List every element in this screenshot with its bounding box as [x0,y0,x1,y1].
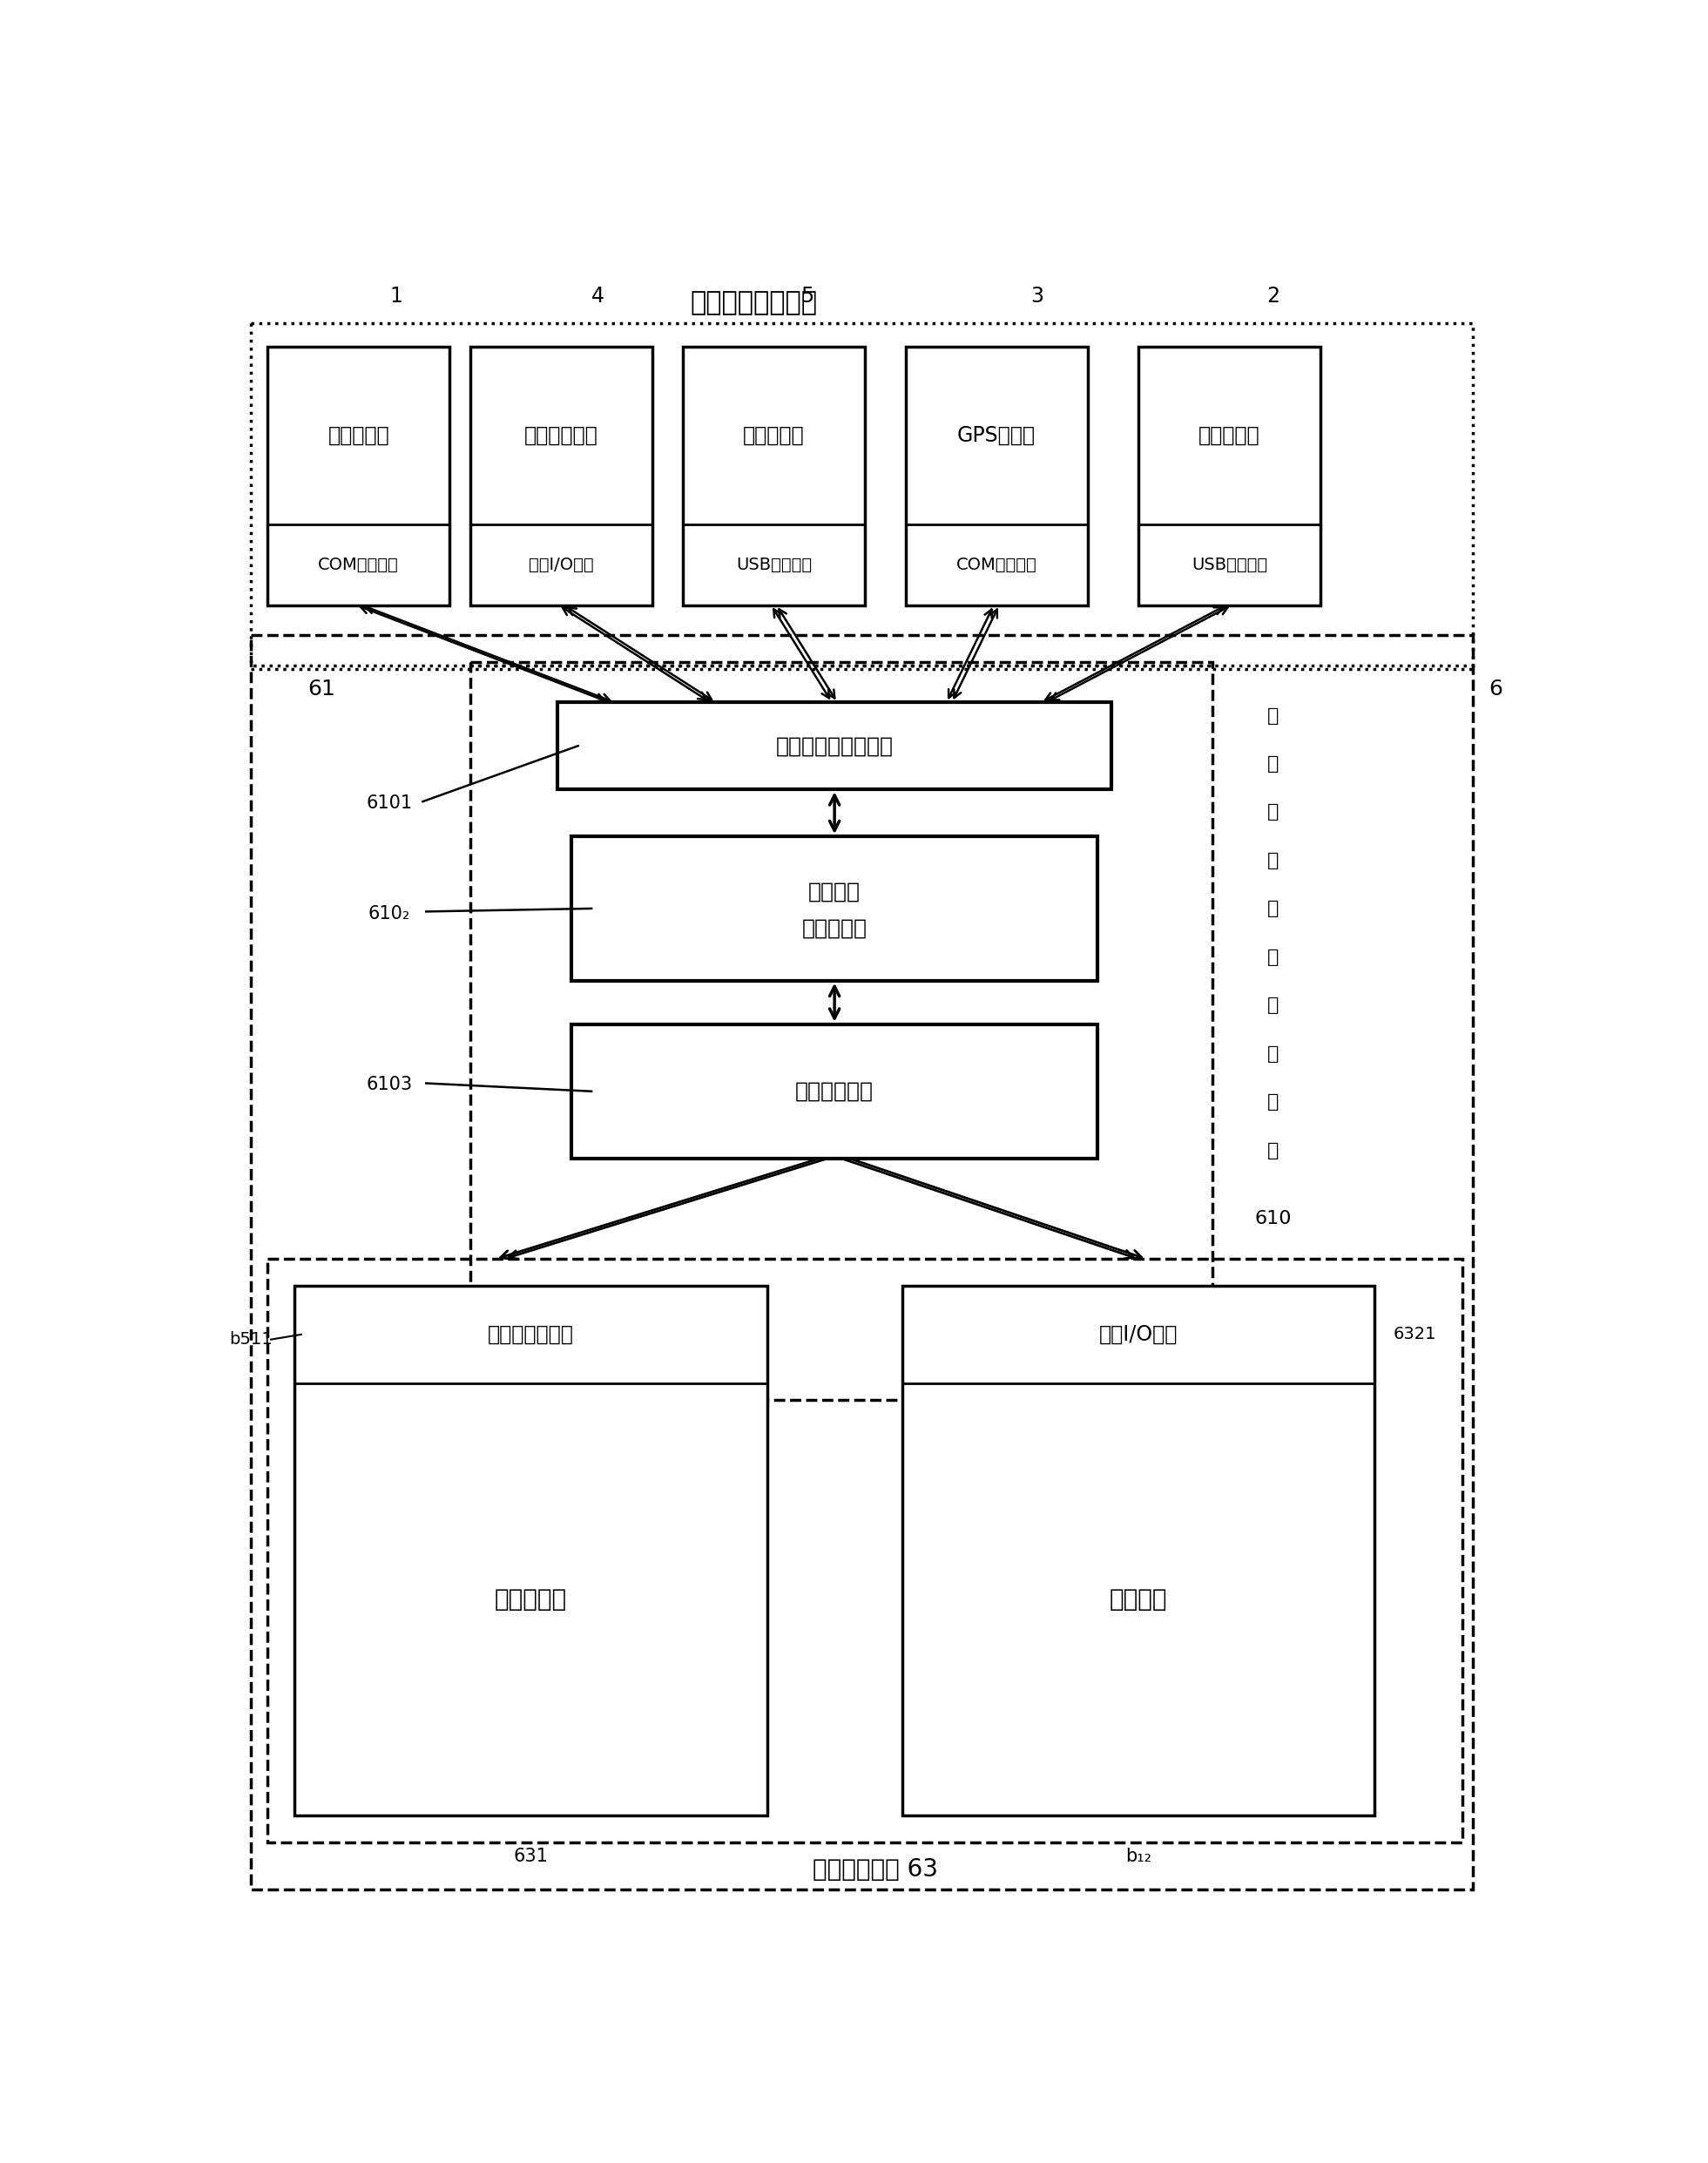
Text: 文件I/O接口: 文件I/O接口 [1098,1324,1177,1345]
Text: COM通信端口: COM通信端口 [956,556,1037,573]
Text: 数: 数 [1267,707,1279,725]
Text: 储: 储 [1267,947,1279,967]
Bar [683,346,864,606]
Text: 6321: 6321 [1394,1326,1436,1343]
Bar [570,837,1098,980]
Text: 数据管理模块 63: 数据管理模块 63 [813,1858,938,1882]
Text: COM通信端口: COM通信端口 [318,556,400,573]
Text: 数码摄像头: 数码摄像头 [1199,426,1261,446]
Bar [294,1285,767,1815]
Text: 存: 存 [1267,900,1279,917]
Text: 6103: 6103 [366,1075,412,1092]
Text: 制: 制 [1267,1045,1279,1062]
Bar [251,322,1472,666]
Text: 模: 模 [1267,1092,1279,1112]
Text: 及控制模块: 及控制模块 [801,919,868,939]
Text: 数据库访问接口: 数据库访问接口 [488,1324,574,1345]
Bar [559,703,1112,789]
Text: 文件系统: 文件系统 [1108,1588,1167,1611]
Text: USB通信端口: USB通信端口 [1192,556,1267,573]
Bar [570,1025,1098,1159]
Bar [905,346,1088,606]
Bar [1138,346,1320,606]
Text: b511: b511 [229,1330,272,1348]
Bar [268,1259,1462,1843]
Text: 温度传感器: 温度传感器 [743,426,804,446]
Text: 采: 采 [1267,805,1279,822]
Text: 610₂: 610₂ [367,904,410,921]
Text: 6101: 6101 [366,794,412,811]
Text: 音频I/O接口: 音频I/O接口 [529,556,594,573]
Bar [902,1285,1375,1815]
Text: 5: 5 [801,286,815,307]
Bar [268,346,449,606]
Text: 数据采集: 数据采集 [808,880,861,902]
Text: 1: 1 [389,286,401,307]
Text: 数据采集外围设备: 数据采集外围设备 [690,290,816,316]
Text: 通信接口及设备驱动: 通信接口及设备驱动 [775,735,893,757]
Text: 据: 据 [1267,755,1279,772]
Text: 6: 6 [1489,679,1503,699]
Text: 地物波谱仪: 地物波谱仪 [328,426,389,446]
Text: 4: 4 [591,286,605,307]
Text: 610: 610 [1255,1209,1291,1226]
Text: 数据库系统: 数据库系统 [495,1588,567,1611]
Text: 块: 块 [1267,1142,1279,1159]
Text: 语音输入设备: 语音输入设备 [524,426,598,446]
Text: 631: 631 [514,1847,548,1865]
Text: USB通信端口: USB通信端口 [736,556,811,573]
Text: 数据分类存储: 数据分类存储 [796,1082,874,1101]
Bar [470,346,652,606]
Text: b₁₂: b₁₂ [1126,1847,1151,1865]
Text: 集: 集 [1267,852,1279,870]
Text: 2: 2 [1267,286,1279,307]
Text: 3: 3 [1030,286,1044,307]
Text: GPS手持机: GPS手持机 [956,426,1035,446]
Bar [470,662,1213,1399]
Text: 控: 控 [1267,997,1279,1014]
Bar [251,636,1472,1890]
Text: 61: 61 [307,679,335,699]
